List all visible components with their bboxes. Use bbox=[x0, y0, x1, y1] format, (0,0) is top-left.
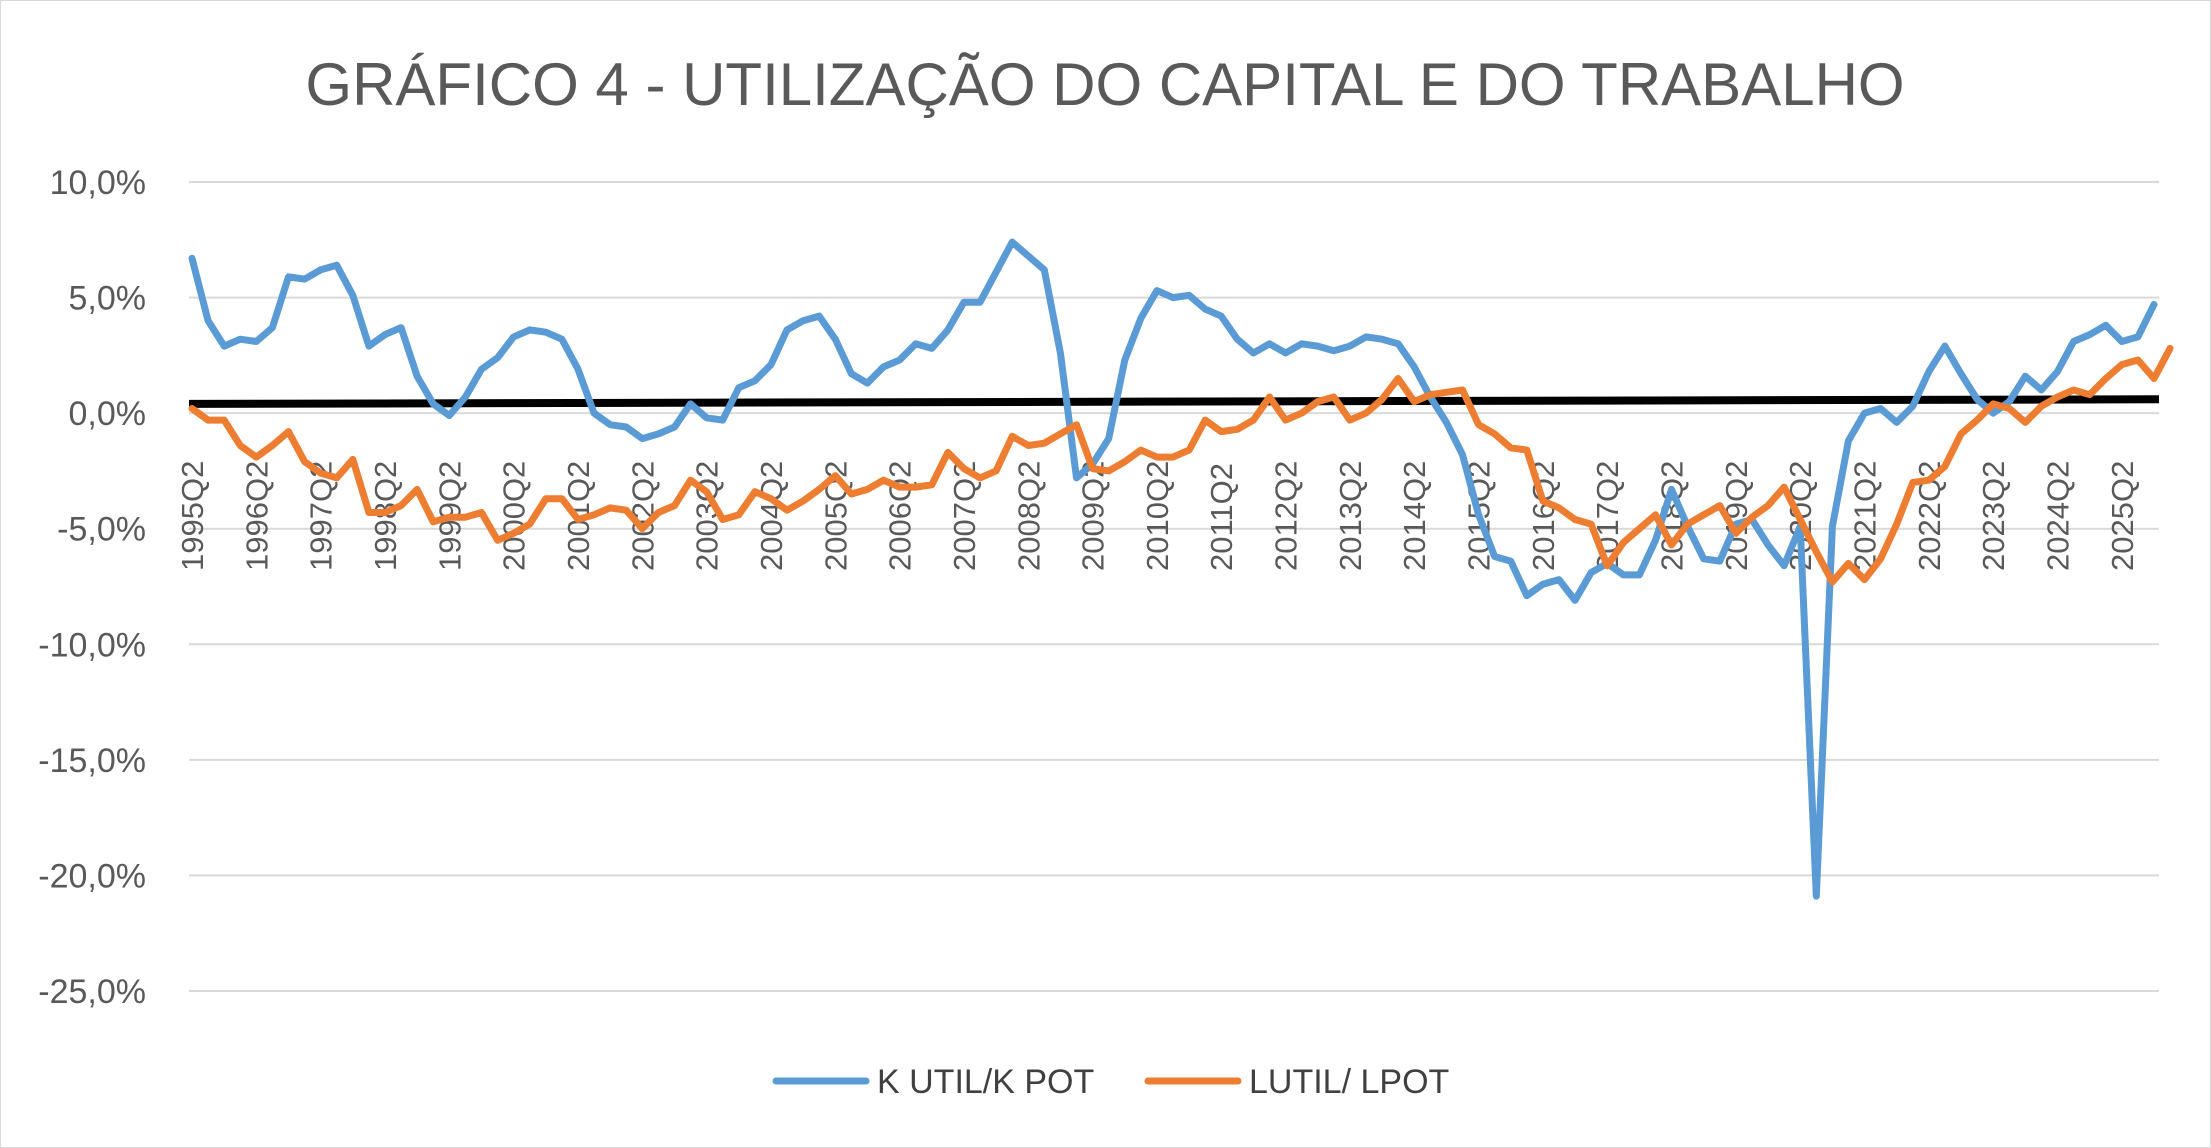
y-tick-label: -15,0% bbox=[38, 742, 146, 780]
series-lines bbox=[188, 238, 2174, 900]
y-tick-label: 5,0% bbox=[69, 280, 147, 318]
y-axis-tick-labels: 10,0% 5,0% 0,0% -5,0% -10,0% -15,0% -20,0% -25,… bbox=[38, 164, 146, 1011]
x-tick-label: 2012Q2 bbox=[1269, 461, 1304, 571]
series-line-l-util bbox=[188, 344, 2174, 586]
x-tick-label: 2024Q2 bbox=[2041, 461, 2076, 571]
series-line-k-util bbox=[188, 238, 2158, 900]
x-tick-label: 2009Q2 bbox=[1076, 461, 1111, 571]
x-tick-label: 2021Q2 bbox=[1848, 461, 1883, 571]
x-tick-label: 2006Q2 bbox=[883, 461, 918, 571]
x-tick-label: 2014Q2 bbox=[1397, 461, 1432, 571]
reference-line-layer bbox=[188, 395, 2160, 408]
y-tick-label: -20,0% bbox=[38, 857, 146, 895]
x-tick-label: 2004Q2 bbox=[754, 461, 789, 571]
x-tick-label: 2010Q2 bbox=[1140, 461, 1175, 571]
gridlines bbox=[189, 181, 2159, 992]
y-tick-label: -25,0% bbox=[38, 973, 146, 1011]
y-tick-label: -10,0% bbox=[38, 626, 146, 664]
y-tick-label: 10,0% bbox=[50, 164, 146, 202]
x-tick-label: 2017Q2 bbox=[1590, 461, 1625, 571]
x-tick-label: 2011Q2 bbox=[1204, 463, 1239, 571]
chart-title: GRÁFICO 4 - UTILIZAÇÃO DO CAPITAL E DO T… bbox=[305, 51, 1904, 118]
x-tick-label: 2025Q2 bbox=[2105, 461, 2140, 571]
y-tick-label: -5,0% bbox=[57, 511, 146, 549]
x-tick-label: 2023Q2 bbox=[1976, 461, 2011, 571]
x-tick-label: 1996Q2 bbox=[239, 461, 274, 571]
x-axis-tick-labels: 1995Q2 1996Q2 1997Q2 1998Q2 1999Q2 2000Q2 2001… bbox=[175, 461, 2140, 571]
y-tick-label: 0,0% bbox=[69, 395, 147, 433]
reference-line bbox=[188, 395, 2160, 408]
x-tick-label: 1995Q2 bbox=[175, 461, 210, 571]
x-tick-label: 2008Q2 bbox=[1011, 461, 1046, 571]
x-tick-label: 2016Q2 bbox=[1526, 461, 1561, 571]
legend: K UTIL/K POT LUTIL/ LPOT bbox=[772, 1063, 1449, 1101]
x-tick-label: 2000Q2 bbox=[497, 461, 532, 571]
x-tick-label: 2013Q2 bbox=[1333, 461, 1368, 571]
legend-label: LUTIL/ LPOT bbox=[1249, 1063, 1449, 1101]
legend-label: K UTIL/K POT bbox=[877, 1063, 1094, 1101]
